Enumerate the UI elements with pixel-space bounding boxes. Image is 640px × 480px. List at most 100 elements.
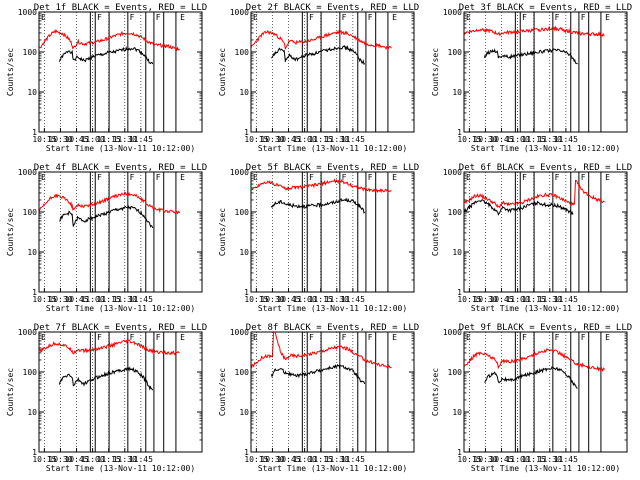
x-tick-label: 11:45 bbox=[129, 295, 153, 304]
x-tick-label: 10:15 bbox=[457, 455, 481, 464]
x-tick-label: 11:45 bbox=[341, 455, 365, 464]
x-tick-label: 11:45 bbox=[554, 295, 578, 304]
x-tick-label: 11:15 bbox=[522, 135, 546, 144]
plot-area bbox=[251, 12, 392, 132]
series-lld-line bbox=[251, 332, 392, 369]
y-tick-label: 1000 bbox=[443, 168, 462, 177]
y-tick-label: 1000 bbox=[230, 328, 249, 337]
series-events-line bbox=[270, 197, 366, 214]
y-tick-label: 10 bbox=[239, 88, 249, 97]
series-lld-line bbox=[39, 339, 180, 356]
y-axis-label: Counts/sec bbox=[431, 48, 440, 96]
series-lld-line bbox=[464, 347, 605, 373]
y-tick-label: 1 bbox=[244, 288, 249, 297]
event-marker-label: F bbox=[342, 333, 347, 342]
y-axis-label: Counts/sec bbox=[218, 48, 227, 96]
y-tick-label: 100 bbox=[235, 368, 250, 377]
x-tick-label: 10:45 bbox=[64, 135, 88, 144]
event-marker-label: F bbox=[309, 173, 314, 182]
event-marker-label: F bbox=[97, 13, 102, 22]
x-tick-label: 11:00 bbox=[81, 455, 105, 464]
plot-frame bbox=[250, 11, 415, 133]
x-tick-label: 11:45 bbox=[554, 455, 578, 464]
series-lld-line bbox=[39, 28, 180, 52]
x-tick-label: 10:45 bbox=[64, 455, 88, 464]
plot-frame bbox=[463, 171, 628, 293]
event-marker-label: E bbox=[392, 333, 397, 342]
x-tick-label: 11:45 bbox=[341, 295, 365, 304]
event-marker-label: F bbox=[156, 173, 161, 182]
plot-frame bbox=[38, 171, 203, 293]
y-tick-label: 100 bbox=[23, 208, 38, 217]
series-lld-line bbox=[251, 29, 392, 51]
series-events-line bbox=[483, 48, 578, 65]
chart-panel-4: Det 4f BLACK = Events, RED = LLD10:1510:… bbox=[6, 163, 207, 313]
chart-panel-5: Det 5f BLACK = Events, RED = LLD10:1510:… bbox=[218, 163, 419, 313]
chart-panel-1: Det 1f BLACK = Events, RED = LLD10:1510:… bbox=[6, 3, 207, 153]
plot-area bbox=[251, 172, 392, 292]
y-tick-label: 100 bbox=[448, 368, 463, 377]
plot-area bbox=[464, 12, 605, 132]
x-axis-label: Start Time (13-Nov-11 10:12:00) bbox=[258, 304, 407, 313]
x-tick-label: 10:45 bbox=[489, 135, 513, 144]
chart-panel-2: Det 2f BLACK = Events, RED = LLD10:1510:… bbox=[218, 3, 419, 153]
y-tick-label: 1000 bbox=[230, 8, 249, 17]
event-marker-label: F bbox=[581, 13, 586, 22]
event-marker-label: E bbox=[466, 13, 471, 22]
series-events-line bbox=[58, 45, 154, 65]
chart-title: Det 3f BLACK = Events, RED = LLD bbox=[459, 3, 632, 13]
chart-title: Det 4f BLACK = Events, RED = LLD bbox=[34, 163, 207, 173]
chart-title: Det 2f BLACK = Events, RED = LLD bbox=[246, 3, 419, 13]
x-tick-label: 10:45 bbox=[276, 295, 300, 304]
x-tick-label: 10:15 bbox=[244, 295, 268, 304]
event-marker-label: E bbox=[41, 333, 46, 342]
event-marker-label: E bbox=[41, 13, 46, 22]
y-tick-label: 1000 bbox=[443, 8, 462, 17]
event-marker-label: E bbox=[392, 13, 397, 22]
event-marker-label: F bbox=[368, 13, 373, 22]
y-tick-label: 1000 bbox=[443, 328, 462, 337]
event-marker-label: E bbox=[180, 13, 185, 22]
y-tick-label: 1 bbox=[457, 448, 462, 457]
x-tick-label: 11:00 bbox=[293, 455, 317, 464]
event-marker-label: F bbox=[368, 173, 373, 182]
chart-title: Det 7f BLACK = Events, RED = LLD bbox=[34, 323, 207, 333]
x-tick-label: 10:15 bbox=[457, 295, 481, 304]
chart-title: Det 9f BLACK = Events, RED = LLD bbox=[459, 323, 632, 333]
x-tick-label: 10:45 bbox=[276, 455, 300, 464]
chart-panel-7: Det 7f BLACK = Events, RED = LLD 10:15 10:… bbox=[6, 323, 207, 473]
x-tick-label: 10:30 bbox=[260, 135, 284, 144]
chart-panel-9: Det 9f BLACK = Events, RED = LLD 10:1510:… bbox=[431, 323, 632, 473]
x-axis-label: Start Time (13-Nov-11 10:12:00) bbox=[471, 464, 620, 473]
event-marker-label: F bbox=[309, 333, 314, 342]
x-tick-label: 11:00 bbox=[506, 455, 530, 464]
event-marker-label: F bbox=[522, 13, 527, 22]
x-axis-label: Start Time (13-Nov-11 10:12:00) bbox=[471, 144, 620, 153]
x-tick-label: 10:30 bbox=[473, 455, 497, 464]
x-axis-label: Start Time (13-Nov-11 10:12:00) bbox=[46, 144, 195, 153]
x-tick-label: 11:30 bbox=[325, 295, 349, 304]
event-marker-label: F bbox=[581, 333, 586, 342]
x-tick-label: 11:15 bbox=[97, 295, 121, 304]
event-marker-label: E bbox=[253, 173, 258, 182]
y-tick-label: 1 bbox=[32, 448, 37, 457]
y-tick-label: 1 bbox=[32, 288, 37, 297]
plot-area bbox=[39, 172, 180, 292]
x-tick-label: 10:15 bbox=[32, 455, 56, 464]
event-marker-label: F bbox=[309, 13, 314, 22]
y-tick-label: 1 bbox=[32, 128, 37, 137]
y-axis-label: Counts/sec bbox=[431, 368, 440, 416]
event-marker-label: F bbox=[130, 173, 135, 182]
plot-area bbox=[39, 12, 180, 132]
x-tick-label: 10:15 bbox=[457, 135, 481, 144]
event-marker-label: F bbox=[130, 13, 135, 22]
x-tick-label: 11:30 bbox=[538, 455, 562, 464]
event-marker-label: F bbox=[555, 173, 560, 182]
x-tick-label: 11:30 bbox=[325, 455, 349, 464]
chart-title: Det 8f BLACK = Events, RED = LLD bbox=[246, 323, 419, 333]
y-tick-label: 100 bbox=[448, 208, 463, 217]
x-tick-label: 11:45 bbox=[129, 455, 153, 464]
plot-frame bbox=[463, 11, 628, 133]
event-marker-label: E bbox=[605, 13, 610, 22]
x-tick-label: 10:15 bbox=[32, 295, 56, 304]
